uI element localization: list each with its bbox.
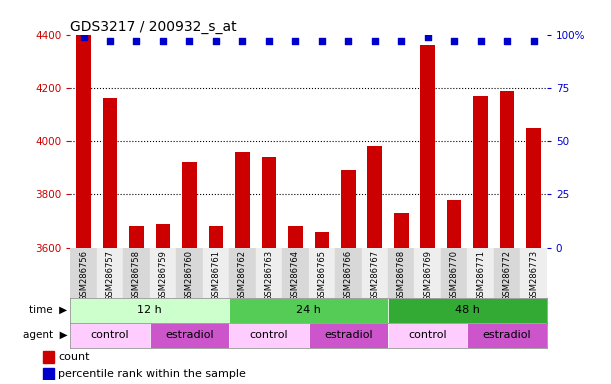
Text: GSM286756: GSM286756: [79, 250, 88, 301]
Bar: [176, 248, 203, 298]
Bar: [182, 162, 197, 248]
Bar: [447, 200, 461, 248]
Bar: [367, 146, 382, 248]
Text: 24 h: 24 h: [296, 305, 321, 315]
Bar: [388, 298, 547, 323]
Bar: [229, 298, 388, 323]
Text: GSM286757: GSM286757: [106, 250, 114, 301]
Bar: [288, 227, 302, 248]
Bar: [474, 96, 488, 248]
Bar: [203, 248, 229, 298]
Text: estradiol: estradiol: [165, 330, 214, 340]
Bar: [156, 224, 170, 248]
Point: [211, 38, 221, 44]
Bar: [70, 248, 97, 298]
Bar: [362, 248, 388, 298]
Point: [131, 38, 141, 44]
Bar: [341, 170, 356, 248]
Point: [370, 38, 379, 44]
Bar: [335, 248, 362, 298]
Text: percentile rank within the sample: percentile rank within the sample: [58, 369, 246, 379]
Text: GSM286758: GSM286758: [132, 250, 141, 301]
Bar: [208, 227, 223, 248]
Bar: [43, 368, 54, 380]
Text: estradiol: estradiol: [324, 330, 373, 340]
Text: GSM286770: GSM286770: [450, 250, 459, 301]
Point: [476, 38, 486, 44]
Bar: [315, 232, 329, 248]
Bar: [309, 248, 335, 298]
Text: GSM286769: GSM286769: [423, 250, 432, 301]
Bar: [262, 157, 276, 248]
Bar: [123, 248, 150, 298]
Text: control: control: [408, 330, 447, 340]
Text: estradiol: estradiol: [483, 330, 532, 340]
Text: GSM286773: GSM286773: [529, 250, 538, 301]
Point: [317, 38, 327, 44]
Point: [397, 38, 406, 44]
Bar: [70, 323, 150, 348]
Bar: [282, 248, 309, 298]
Point: [423, 34, 433, 40]
Bar: [388, 323, 467, 348]
Bar: [494, 248, 521, 298]
Bar: [150, 248, 176, 298]
Bar: [76, 35, 91, 248]
Point: [502, 38, 512, 44]
Text: GSM286762: GSM286762: [238, 250, 247, 301]
Point: [290, 38, 300, 44]
Bar: [43, 351, 54, 363]
Bar: [420, 45, 435, 248]
Bar: [235, 152, 250, 248]
Text: 48 h: 48 h: [455, 305, 480, 315]
Text: GSM286759: GSM286759: [158, 250, 167, 301]
Point: [158, 38, 168, 44]
Text: GSM286772: GSM286772: [503, 250, 511, 301]
Bar: [441, 248, 467, 298]
Text: GDS3217 / 200932_s_at: GDS3217 / 200932_s_at: [70, 20, 237, 33]
Bar: [129, 227, 144, 248]
Bar: [229, 248, 255, 298]
Bar: [150, 323, 229, 348]
Bar: [229, 323, 309, 348]
Text: GSM286766: GSM286766: [344, 250, 353, 301]
Bar: [388, 248, 414, 298]
Bar: [103, 99, 117, 248]
Text: agent  ▶: agent ▶: [23, 330, 67, 340]
Point: [529, 38, 538, 44]
Text: GSM286768: GSM286768: [397, 250, 406, 301]
Bar: [500, 91, 514, 248]
Text: GSM286765: GSM286765: [317, 250, 326, 301]
Bar: [309, 323, 388, 348]
Point: [185, 38, 194, 44]
Text: control: control: [90, 330, 130, 340]
Text: 12 h: 12 h: [137, 305, 162, 315]
Bar: [467, 323, 547, 348]
Point: [238, 38, 247, 44]
Text: time  ▶: time ▶: [29, 305, 67, 315]
Text: GSM286764: GSM286764: [291, 250, 300, 301]
Point: [79, 34, 89, 40]
Bar: [521, 248, 547, 298]
Text: GSM286763: GSM286763: [265, 250, 273, 301]
Bar: [255, 248, 282, 298]
Bar: [526, 128, 541, 248]
Bar: [70, 298, 229, 323]
Text: GSM286771: GSM286771: [476, 250, 485, 301]
Bar: [467, 248, 494, 298]
Point: [264, 38, 274, 44]
Point: [449, 38, 459, 44]
Point: [105, 38, 115, 44]
Bar: [394, 213, 409, 248]
Text: GSM286760: GSM286760: [185, 250, 194, 301]
Bar: [414, 248, 441, 298]
Point: [343, 38, 353, 44]
Text: GSM286767: GSM286767: [370, 250, 379, 301]
Text: control: control: [249, 330, 288, 340]
Bar: [97, 248, 123, 298]
Text: count: count: [58, 352, 90, 362]
Text: GSM286761: GSM286761: [211, 250, 221, 301]
